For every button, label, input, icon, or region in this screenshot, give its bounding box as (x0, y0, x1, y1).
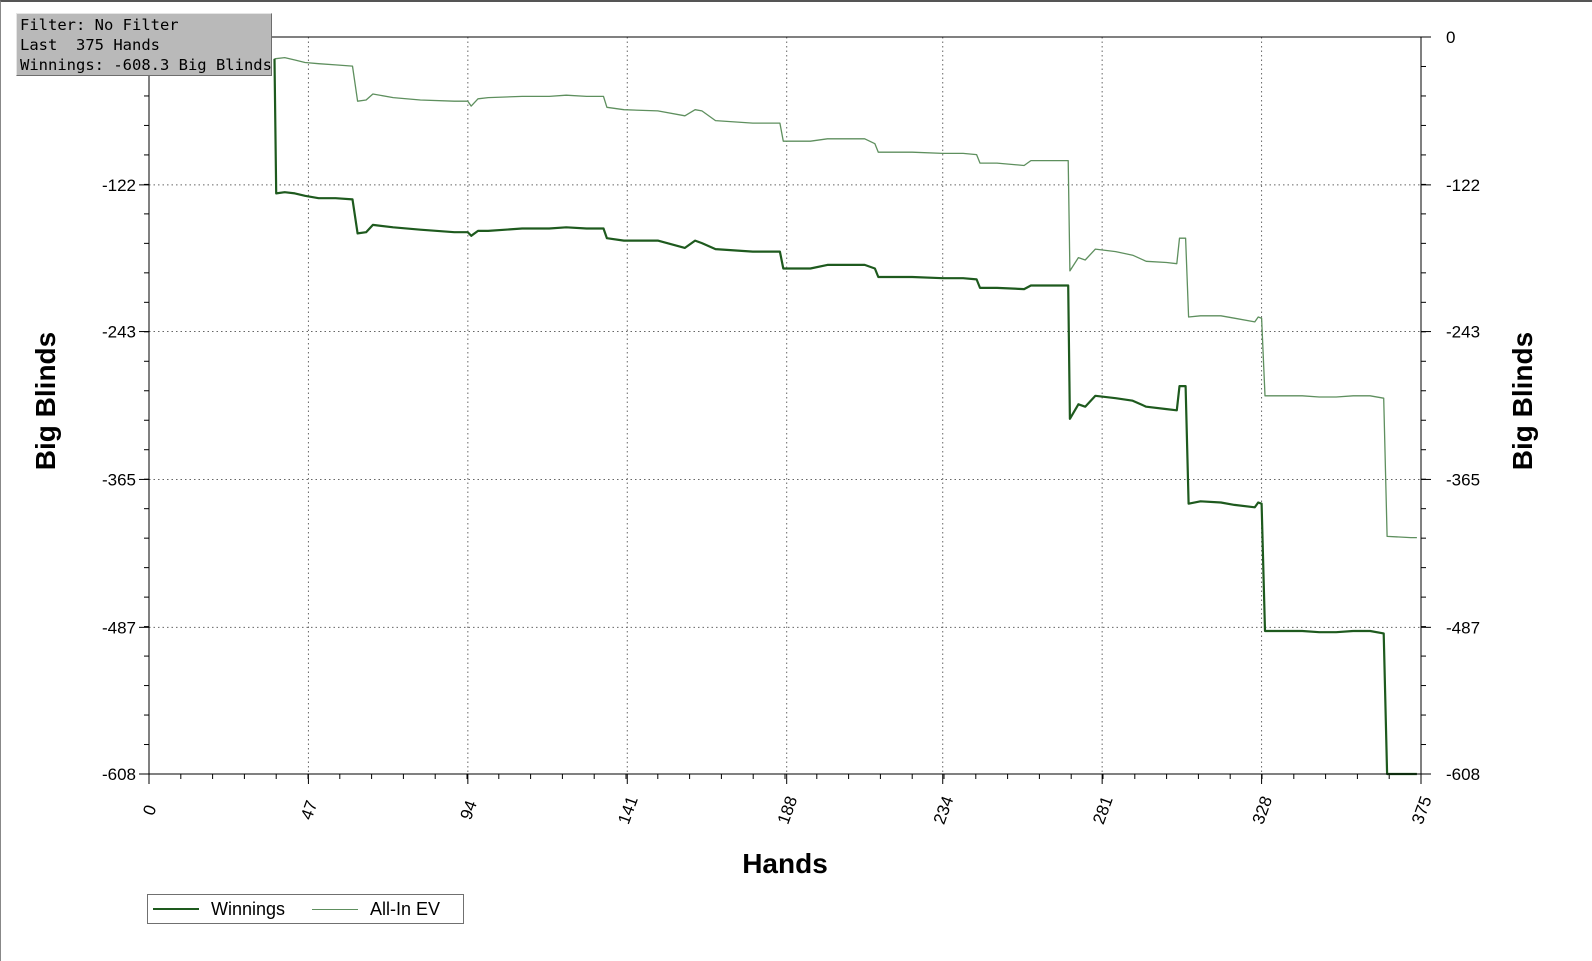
y-tick-label-left: -487 (102, 618, 136, 637)
series-line-all-in-ev (274, 56, 1417, 539)
y-tick-label-right: -122 (1446, 176, 1480, 195)
legend-swatch-all-in-ev (312, 908, 358, 910)
winnings-total-text: Winnings: -608.3 Big Blinds (20, 56, 272, 74)
series-lines (273, 56, 1417, 776)
x-tick-label: 188 (774, 794, 802, 827)
legend-item-winnings: Winnings (153, 895, 285, 923)
legend-label-all-in-ev: All-In EV (370, 898, 441, 919)
y-tick-label-left: -365 (102, 470, 136, 489)
legend-item-all-in-ev: All-In EV (312, 895, 440, 923)
grid-lines (149, 37, 1421, 774)
legend-swatch-winnings (153, 908, 199, 910)
axis-ticks (139, 36, 1431, 784)
x-tick-label: 281 (1089, 794, 1117, 827)
y-tick-label-left: -243 (102, 323, 136, 342)
hands-count-text: Last 375 Hands (20, 36, 160, 54)
y-tick-label-right: -608 (1446, 765, 1480, 784)
chart-legend: Winnings All-In EV (147, 894, 464, 924)
x-tick-label: 234 (930, 794, 958, 827)
legend-label-winnings: Winnings (211, 898, 286, 919)
tick-labels: 0479414118823428132837500-122-122-243-24… (102, 28, 1480, 827)
y-axis-title-right: Big Blinds (1507, 332, 1538, 470)
stats-info-box: Filter: No Filter Last 375 Hands Winnings:… (16, 13, 272, 76)
x-axis-title: Hands (742, 848, 828, 879)
y-axis-title-left: Big Blinds (30, 332, 61, 470)
filter-text: Filter: No Filter (20, 16, 179, 34)
x-tick-label: 47 (297, 798, 321, 822)
x-tick-label: 94 (457, 798, 481, 822)
series-line-winnings (273, 58, 1417, 776)
y-tick-label-right: -365 (1446, 470, 1480, 489)
x-tick-label: 141 (614, 794, 642, 827)
y-tick-label-left: -122 (102, 176, 136, 195)
x-tick-label: 0 (139, 802, 160, 817)
plot-border (148, 36, 1422, 775)
y-tick-label-right: -243 (1446, 323, 1480, 342)
y-tick-label-right: 0 (1446, 28, 1455, 47)
y-tick-label-left: -608 (102, 765, 136, 784)
x-tick-label: 328 (1249, 794, 1277, 827)
x-tick-label: 375 (1408, 794, 1436, 827)
y-tick-label-right: -487 (1446, 618, 1480, 637)
